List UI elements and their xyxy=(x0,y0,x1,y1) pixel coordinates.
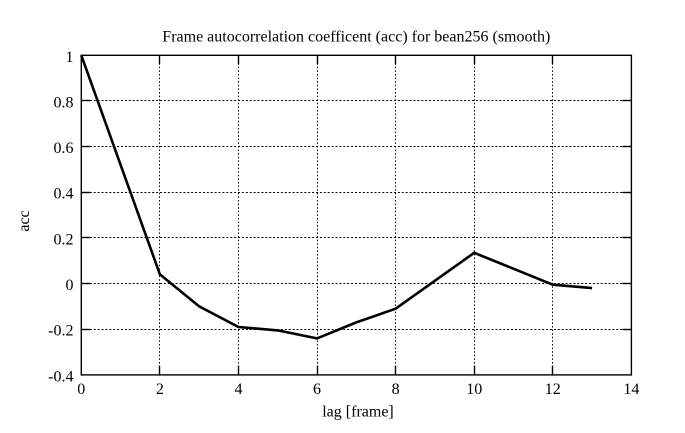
svg-text:lag [frame]: lag [frame] xyxy=(322,404,394,421)
svg-text:8: 8 xyxy=(392,381,400,398)
svg-text:-0.2: -0.2 xyxy=(48,323,73,340)
svg-text:2: 2 xyxy=(156,381,164,398)
svg-text:10: 10 xyxy=(466,381,482,398)
svg-text:0: 0 xyxy=(77,381,85,398)
svg-text:0.8: 0.8 xyxy=(54,94,74,111)
svg-text:0: 0 xyxy=(66,277,74,294)
svg-text:0.4: 0.4 xyxy=(54,186,74,203)
svg-text:-0.4: -0.4 xyxy=(48,368,73,385)
svg-text:6: 6 xyxy=(313,381,321,398)
svg-text:14: 14 xyxy=(623,381,639,398)
svg-text:4: 4 xyxy=(235,381,243,398)
svg-text:acc: acc xyxy=(16,210,33,231)
svg-text:0.6: 0.6 xyxy=(54,140,74,157)
svg-text:1: 1 xyxy=(66,49,74,66)
svg-text:Frame autocorrelation coeffice: Frame autocorrelation coefficent (acc) f… xyxy=(162,29,550,46)
svg-text:0.2: 0.2 xyxy=(54,231,74,248)
svg-text:12: 12 xyxy=(545,381,561,398)
